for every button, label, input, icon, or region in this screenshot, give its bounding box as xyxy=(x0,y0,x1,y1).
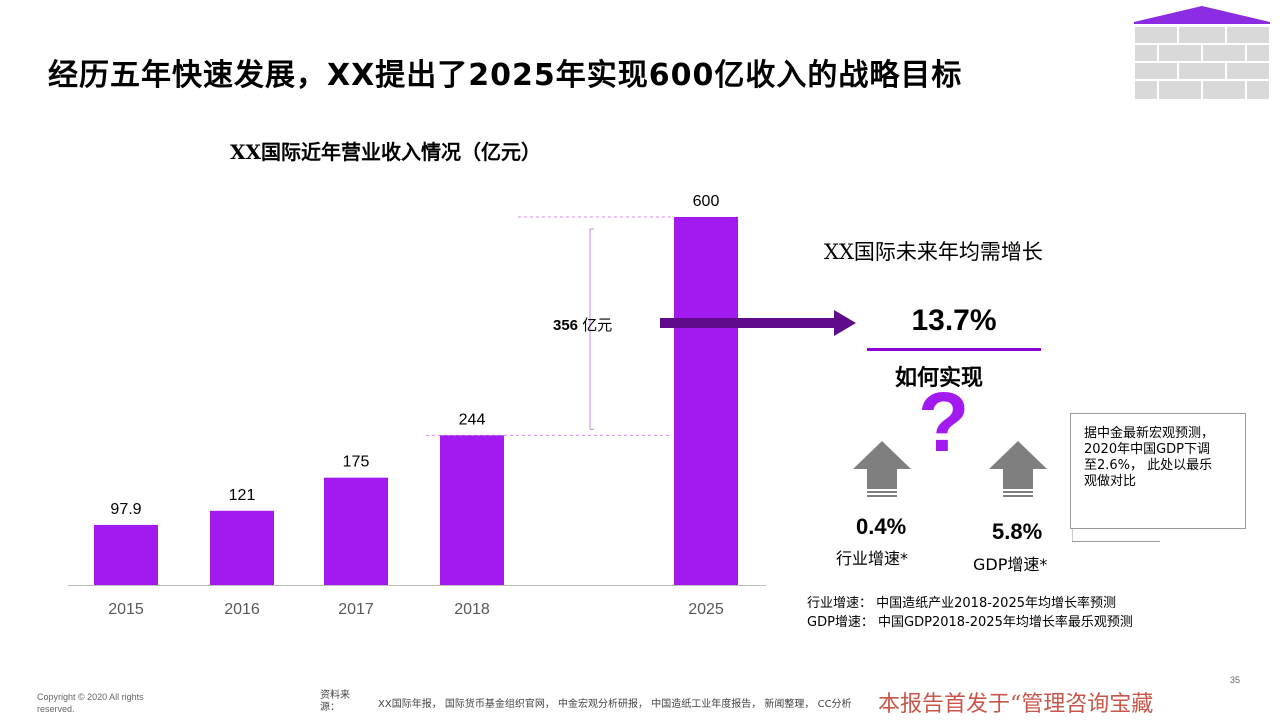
revenue-bar-chart: 97.9 2015 121 2016 175 2017 244 2018 600 2025 xyxy=(68,193,766,618)
note-line: 据中金最新宏观预测， xyxy=(1084,426,1215,441)
bar-value-label: 600 xyxy=(693,193,720,210)
question-mark-icon: ? xyxy=(918,375,970,469)
slide-title: 经历五年快速发展，XX提出了2025年实现600亿收入的战略目标 xyxy=(48,58,963,93)
definition-gdp: GDP增速： 中国GDP2018-2025年均增长率最乐观预测 xyxy=(807,615,1133,630)
industry-growth-value: 0.4% xyxy=(856,514,907,539)
logo-icon xyxy=(1133,6,1271,101)
bar xyxy=(94,524,158,585)
bar-value-label: 244 xyxy=(459,411,486,428)
bar xyxy=(674,217,738,585)
x-tick-label: 2015 xyxy=(108,601,144,618)
definition-industry: 行业增速： 中国造纸产业2018-2025年均增长率预测 xyxy=(807,596,1116,611)
note-tail xyxy=(1072,528,1160,542)
gap-label: 356 亿元 xyxy=(553,314,612,335)
how-label: 如何实现 xyxy=(895,365,984,391)
industry-growth-label: 行业增速* xyxy=(836,549,909,568)
growth-definitions: 行业增速： 中国造纸产业2018-2025年均增长率预测 GDP增速： 中国GD… xyxy=(807,594,1133,632)
x-tick-label: 2018 xyxy=(454,601,490,618)
gdp-growth-label: GDP增速* xyxy=(973,555,1048,574)
source-label: 资料来源： xyxy=(320,690,350,713)
x-tick-label: 2017 xyxy=(338,601,374,618)
bar xyxy=(210,510,274,585)
chart-title: XX国际近年营业收入情况（亿元） xyxy=(230,140,542,164)
bar-value-label: 175 xyxy=(343,454,370,471)
x-tick-label: 2025 xyxy=(688,601,724,618)
bar xyxy=(324,477,388,585)
watermark: 本报告首发于“管理咨询宝藏 xyxy=(878,692,1154,717)
gdp-growth-value: 5.8% xyxy=(992,519,1043,544)
arrow-right-icon xyxy=(660,310,856,336)
note-line: 观做对比 xyxy=(1084,474,1137,489)
copyright: Copyright © 2020 All rights reserved. xyxy=(37,692,144,714)
bar xyxy=(440,435,504,585)
x-tick-label: 2016 xyxy=(224,601,260,618)
growth-title: XX国际未来年均需增长 xyxy=(824,240,1043,264)
up-arrow-icon xyxy=(989,441,1047,497)
gap-value: 356 xyxy=(553,317,579,334)
growth-value: 13.7% xyxy=(911,304,997,337)
growth-underline xyxy=(867,348,1041,351)
page-number: 35 xyxy=(1230,675,1241,685)
gap-unit: 亿元 xyxy=(582,316,613,334)
bar-value-label: 97.9 xyxy=(110,501,141,518)
gdp-note-box: 据中金最新宏观预测， 2020年中国GDP下调 至2.6%， 此处以最乐 观做对… xyxy=(1070,413,1246,529)
up-arrow-icon xyxy=(853,441,911,497)
note-line: 至2.6%， 此处以最乐 xyxy=(1084,458,1213,473)
bar-value-label: 121 xyxy=(229,487,256,504)
source-text: XX国际年报， 国际货币基金组织官网， 中金宏观分析研报， 中国造纸工业年度报告… xyxy=(378,699,852,710)
note-line: 2020年中国GDP下调 xyxy=(1084,442,1211,457)
